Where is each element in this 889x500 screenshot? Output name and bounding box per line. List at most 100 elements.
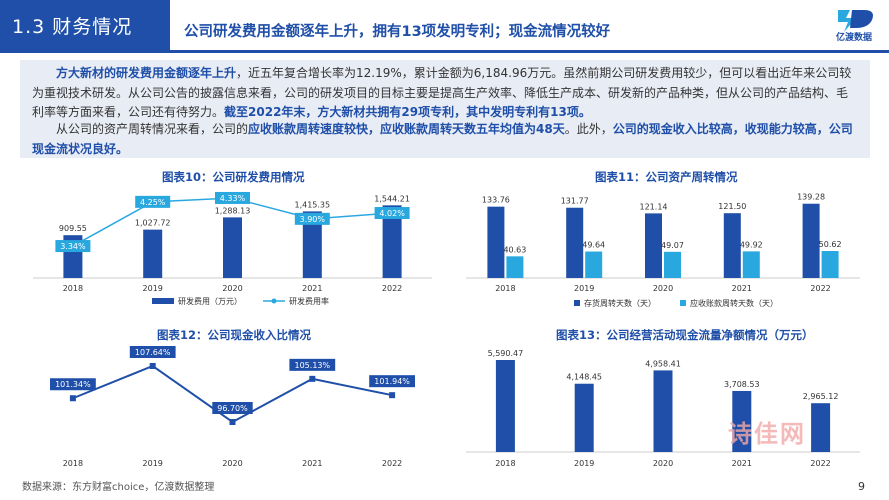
c13-bar-2022 xyxy=(811,403,831,452)
c11-bar-0-2022 xyxy=(802,203,820,278)
c13-bar-2018 xyxy=(495,360,515,452)
c11-legend-swatch-0 xyxy=(574,300,580,306)
intro-p2-run-1: 应收账款周转速度较快，应收账款周转天数五年均值为48天 xyxy=(248,122,565,136)
c11-bar-label-1-2019: 49.64 xyxy=(582,241,605,250)
c11-tick-2019: 2019 xyxy=(574,284,594,293)
c12-label-2020-box xyxy=(212,402,253,414)
page-headline: 公司研发费用金额逐年上升，拥有13项发明专利；现金流情况较好 xyxy=(184,24,611,40)
intro-paragraph-1: 方大新材的研发费用金额逐年上升，近五年复合增长率为12.19%，累计金额为6,1… xyxy=(32,64,858,123)
c11-bar-0-2018 xyxy=(487,206,505,278)
c11-bar-label-0-2021: 121.50 xyxy=(718,202,746,211)
c11-bar-label-0-2018: 133.76 xyxy=(482,196,510,205)
c12-point-2020 xyxy=(229,419,236,425)
c10-tick-2019: 2019 xyxy=(143,284,163,293)
c11-tick-2018: 2018 xyxy=(495,284,515,293)
c10-legend-bar: 研发费用（万元） xyxy=(178,296,242,306)
c13-tick-2019: 2019 xyxy=(574,459,594,468)
c11-bar-1-2022 xyxy=(821,251,839,278)
c12-point-2021 xyxy=(309,375,316,382)
c11-bar-label-1-2018: 40.63 xyxy=(503,245,526,254)
c12-tick-2020: 2020 xyxy=(222,459,242,468)
c10-bar-2022 xyxy=(382,205,402,278)
c10-bar-2020 xyxy=(223,217,242,278)
source-note: 数据来源：东方财富choice，亿渡数据整理 xyxy=(22,482,215,493)
chart13-operating-cashflow: 5,590.47 2018 4,148.45 2019 4,958.41 2020 3,70… xyxy=(466,349,860,468)
c10-legend-bar-swatch xyxy=(152,298,174,304)
c11-tick-2020: 2020 xyxy=(653,284,673,293)
c11-bar-1-2019 xyxy=(585,251,603,278)
c13-tick-2022: 2022 xyxy=(810,459,830,468)
chart12-title: 图表12：公司现金收入比情况 xyxy=(157,328,312,342)
c13-tick-2018: 2018 xyxy=(495,459,515,468)
c12-tick-2021: 2021 xyxy=(302,459,322,468)
c13-bar-label-2019: 4,148.45 xyxy=(566,373,602,382)
c12-tick-2018: 2018 xyxy=(63,459,83,468)
chart11-title: 图表11：公司资产周转情况 xyxy=(595,170,738,184)
c11-bar-1-2020 xyxy=(664,251,681,278)
c12-point-2019 xyxy=(149,363,156,369)
c10-tick-2022: 2022 xyxy=(382,284,402,293)
c10-bar-label-2020: 1,288.13 xyxy=(215,206,251,215)
c13-tick-2021: 2021 xyxy=(732,459,752,468)
section-title: 1.3 财务情况 xyxy=(12,16,133,38)
c10-rate-label-2020: 4.33% xyxy=(220,194,246,203)
c12-label-2019: 107.64% xyxy=(135,348,171,357)
intro-panel: 方大新材的研发费用金额逐年上升，近五年复合增长率为12.19%，累计金额为6,1… xyxy=(20,60,870,158)
c12-label-2018: 101.34% xyxy=(55,380,91,389)
c11-legend-0: 存货周转天数（天） xyxy=(584,298,656,308)
c13-bar-2019 xyxy=(574,383,594,452)
page-number: 9 xyxy=(858,480,865,493)
c10-legend-line-dot xyxy=(271,298,277,304)
c12-label-2022-box xyxy=(369,375,415,388)
c11-bar-label-0-2020: 121.14 xyxy=(640,202,668,211)
chart10-title: 图表10：公司研发费用情况 xyxy=(162,170,305,184)
chart11-turnover: 133.76 40.63 2018 131.77 49.64 2019 121.14 49.0… xyxy=(466,193,860,308)
intro-p2-run-2: 。此外， xyxy=(564,122,613,136)
c10-bar-2019 xyxy=(143,229,163,278)
header-divider xyxy=(0,50,889,53)
c13-bar-label-2020: 4,958.41 xyxy=(645,359,681,368)
c11-bar-label-0-2022: 139.28 xyxy=(797,193,825,202)
intro-p2-run-0: 从公司的资产周转情况来看，公司的 xyxy=(56,122,249,136)
c11-tick-2022: 2022 xyxy=(810,284,830,293)
c11-tick-2021: 2021 xyxy=(732,284,752,293)
c11-bar-1-2018 xyxy=(506,256,524,278)
c13-bar-label-2021: 3,708.53 xyxy=(724,380,760,389)
c10-rate-label-2022: 4.02% xyxy=(379,209,405,218)
c12-label-2021-box xyxy=(289,358,336,371)
c11-bar-label-1-2022: 50.62 xyxy=(819,240,842,249)
c10-bar-label-2019: 1,027.72 xyxy=(135,219,171,228)
c10-rate-label-2019: 4.25% xyxy=(140,198,166,207)
watermark: 诗佳网 xyxy=(728,420,806,448)
intro-p2-run-3: 公司的现金收入比较高，收现能力较高，公司现金流状况良好。 xyxy=(32,122,853,156)
c11-legend-1: 应收账款周转天数（天） xyxy=(690,298,778,308)
c11-bar-0-2020 xyxy=(645,213,662,278)
c10-rate-label-2019-box xyxy=(135,195,171,208)
logo-text: 亿渡数据 xyxy=(835,33,872,43)
logo-icon xyxy=(838,10,873,32)
chart12-cash-income-ratio: 2018 2019 2020 2021 2022 101.34% 107.64% 96.70%… xyxy=(50,346,415,468)
c10-tick-2018: 2018 xyxy=(63,284,83,293)
c13-tick-2020: 2020 xyxy=(653,459,673,468)
c10-rate-label-2022-box xyxy=(374,207,410,220)
c12-label-2020: 96.70% xyxy=(217,404,248,413)
c13-bar-label-2018: 5,590.47 xyxy=(488,349,524,358)
c10-rate-label-2021-box xyxy=(294,212,330,225)
c12-label-2019-box xyxy=(129,346,176,358)
c12-label-2018-box xyxy=(50,378,96,391)
c12-tick-2019: 2019 xyxy=(143,459,163,468)
c13-bar-2020 xyxy=(653,370,673,452)
c10-bar-2021 xyxy=(302,211,322,278)
c12-label-2022: 101.94% xyxy=(374,377,410,386)
c10-bar-label-2022: 1,544.21 xyxy=(374,194,410,203)
c10-rate-label-2018: 3.34% xyxy=(60,242,86,251)
c10-rate-label-2021: 3.90% xyxy=(300,215,326,224)
c10-bar-label-2021: 1,415.35 xyxy=(294,200,330,209)
c12-point-2018 xyxy=(69,395,76,402)
c11-bar-0-2021 xyxy=(723,213,741,278)
c10-rate-label-2018-box xyxy=(55,240,91,253)
c12-point-2022 xyxy=(389,392,396,399)
c12-label-2021: 105.13% xyxy=(295,361,331,370)
c10-tick-2020: 2020 xyxy=(222,284,242,293)
section-banner: 1.3 财务情况 xyxy=(0,0,170,50)
